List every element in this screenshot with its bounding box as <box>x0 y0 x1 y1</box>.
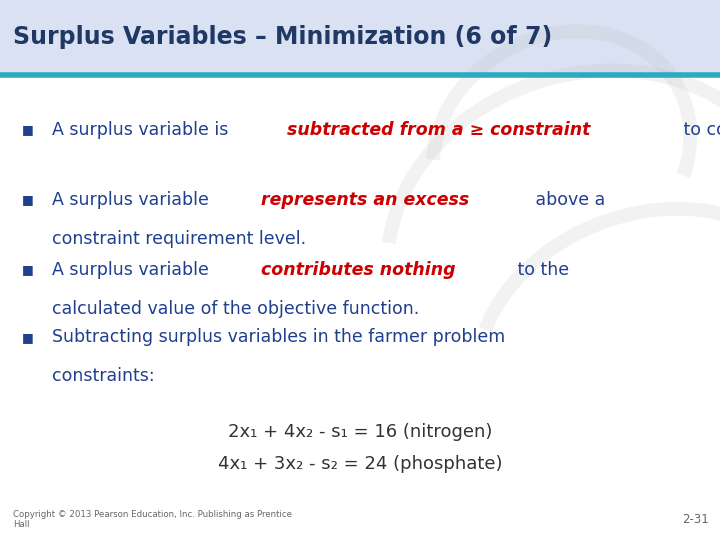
Text: 2x₁ + 4x₂ - s₁ = 16 (nitrogen): 2x₁ + 4x₂ - s₁ = 16 (nitrogen) <box>228 423 492 441</box>
Text: to convert it to an equation (=).: to convert it to an equation (=). <box>678 120 720 139</box>
Text: A surplus variable: A surplus variable <box>52 191 215 209</box>
Text: Copyright © 2013 Pearson Education, Inc. Publishing as Prentice
Hall: Copyright © 2013 Pearson Education, Inc.… <box>13 510 292 529</box>
Text: contributes nothing: contributes nothing <box>261 261 456 279</box>
Text: subtracted from a ≥ constraint: subtracted from a ≥ constraint <box>287 120 590 139</box>
Text: ■: ■ <box>22 123 33 136</box>
Text: ■: ■ <box>22 193 33 206</box>
Text: calculated value of the objective function.: calculated value of the objective functi… <box>52 300 419 318</box>
Text: ■: ■ <box>22 264 33 276</box>
Text: constraint requirement level.: constraint requirement level. <box>52 230 306 248</box>
Text: Subtracting surplus variables in the farmer problem: Subtracting surplus variables in the far… <box>52 328 505 347</box>
Text: A surplus variable is: A surplus variable is <box>52 120 234 139</box>
Text: Surplus Variables – Minimization (6 of 7): Surplus Variables – Minimization (6 of 7… <box>13 25 552 49</box>
Text: ■: ■ <box>22 331 33 344</box>
Text: 4x₁ + 3x₂ - s₂ = 24 (phosphate): 4x₁ + 3x₂ - s₂ = 24 (phosphate) <box>217 455 503 474</box>
Text: constraints:: constraints: <box>52 367 155 386</box>
Text: above a: above a <box>530 191 606 209</box>
Text: A surplus variable: A surplus variable <box>52 261 215 279</box>
FancyBboxPatch shape <box>0 0 720 75</box>
Text: 2-31: 2-31 <box>682 513 708 526</box>
Text: to the: to the <box>513 261 570 279</box>
Text: represents an excess: represents an excess <box>261 191 469 209</box>
